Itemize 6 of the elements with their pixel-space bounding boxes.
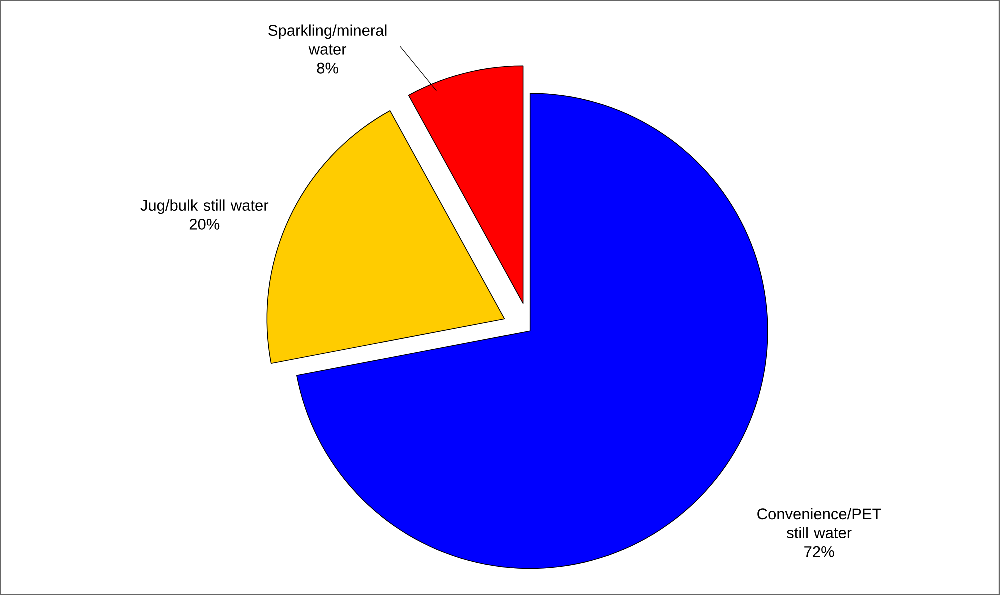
- data-label: 8%: [317, 63, 338, 74]
- slice-label: Sparkling/mineral water: [268, 24, 387, 56]
- slice-label: Convenience/PET still water: [758, 508, 882, 539]
- data-label: 20%: [190, 219, 220, 230]
- slice-label: Jug/bulk still water: [140, 200, 269, 214]
- data-label: 72%: [804, 546, 834, 558]
